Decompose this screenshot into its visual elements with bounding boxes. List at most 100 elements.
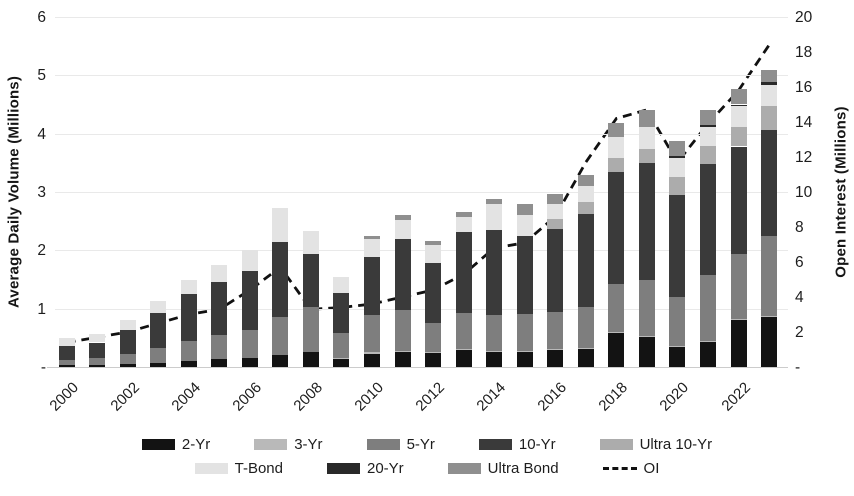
bar-segment-ultra-10-yr [669, 176, 686, 195]
bar-segment-10-yr [577, 213, 594, 307]
legend-color-swatch [254, 439, 288, 450]
legend-color-swatch [141, 439, 175, 450]
left-axis-tick-label: 2 [37, 242, 46, 260]
bar-segment-t-bond [394, 220, 411, 240]
bar-segment-3-yr [486, 350, 503, 352]
legend-color-swatch [194, 463, 228, 474]
bar-segment-2-yr [211, 359, 228, 367]
bar-segment-10-yr [699, 164, 716, 275]
bar-segment-ultra-10-yr [608, 158, 625, 172]
bar-segment-10-yr [89, 342, 106, 359]
bar-segment-20-yr [669, 156, 686, 158]
grid-line [55, 308, 788, 310]
right-axis-title: Open Interest (Millions) [832, 106, 850, 278]
bar-segment-ultra-bond [516, 204, 533, 215]
bar-segment-2-yr [577, 348, 594, 367]
bar-segment-3-yr [699, 340, 716, 342]
bar-segment-10-yr [180, 294, 197, 341]
bar-segment-5-yr [272, 317, 289, 356]
bar-segment-5-yr [425, 323, 442, 352]
bar-segment-10-yr [761, 129, 778, 237]
bar-segment-t-bond [608, 136, 625, 159]
bar-segment-10-yr [211, 282, 228, 335]
bar-segment-10-yr [486, 229, 503, 316]
bar-segment-ultra-bond [394, 214, 411, 220]
bar-segment-ultra-10-yr [638, 148, 655, 164]
right-axis-tick-label: 4 [795, 289, 804, 306]
legend-label: OI [643, 460, 660, 477]
bar-segment-5-yr [364, 315, 381, 353]
x-axis-tick-label: 2016 [534, 379, 571, 415]
bar-segment-2-yr [486, 351, 503, 367]
x-axis-tick-label: 2006 [229, 379, 265, 415]
bar-segment-3-yr [333, 357, 350, 359]
legend-item-3-yr: 3-Yr [254, 436, 323, 453]
bar-segment-5-yr [150, 347, 167, 363]
bar-segment-5-yr [516, 313, 533, 351]
legend-dashed-line-swatch [602, 467, 637, 470]
legend-item-2-yr: 2-Yr [141, 436, 211, 453]
grid-line [55, 250, 788, 252]
left-axis-tick-label: 6 [37, 9, 46, 26]
bar-segment-2-yr [272, 355, 289, 367]
grid-line [55, 75, 788, 77]
legend-label: 2-Yr [181, 436, 211, 453]
legend-row: 2-Yr 3-Yr 5-Yr 10-Yr Ultra 10-Yr [141, 436, 712, 453]
left-axis-tick-label: 3 [37, 184, 46, 201]
left-axis-tick-label: 5 [37, 67, 46, 85]
bar-segment-3-yr [608, 332, 625, 334]
x-axis-tick-label: 2014 [473, 379, 510, 415]
bar-segment-2-yr [425, 353, 442, 367]
x-axis-line [47, 367, 788, 368]
bar-segment-5-yr [608, 283, 625, 332]
legend-item-5-yr: 5-Yr [366, 436, 435, 453]
bar-segment-3-yr [455, 348, 472, 351]
bar-segment-ultra-bond [608, 123, 625, 137]
bar-segment-10-yr [150, 312, 167, 348]
bar-segment-3-yr [425, 351, 442, 353]
bar-segment-10-yr [364, 256, 381, 316]
legend-item-ultra-bond: Ultra Bond [447, 460, 559, 477]
bar-segment-ultra-10-yr [699, 145, 716, 164]
bar-segment-2-yr [730, 320, 747, 367]
bar-segment-5-yr [638, 280, 655, 337]
grid-line [55, 133, 788, 135]
bar-segment-t-bond [730, 106, 747, 127]
bar-segment-10-yr [730, 146, 747, 255]
legend-item-20-yr: 20-Yr [326, 460, 404, 477]
bar-segment-ultra-bond [486, 199, 503, 205]
bar-segment-2-yr [699, 341, 716, 367]
bar-segment-3-yr [577, 347, 594, 349]
bar-segment-2-yr [516, 351, 533, 367]
bar-segment-2-yr [608, 333, 625, 367]
bar-segment-10-yr [119, 330, 136, 354]
bar-segment-t-bond [272, 207, 289, 242]
bar-segment-t-bond [364, 239, 381, 257]
bar-segment-3-yr [394, 350, 411, 352]
bar-segment-t-bond [669, 157, 686, 177]
right-axis-tick-label: 8 [795, 219, 804, 236]
bar-segment-10-yr [272, 241, 289, 318]
bar-segment-t-bond [425, 245, 442, 264]
legend-row: T-Bond 20-Yr Ultra Bond OI [194, 460, 660, 477]
right-axis-tick-label: 18 [795, 44, 813, 61]
open-interest-line [66, 44, 771, 344]
bar-segment-5-yr [241, 330, 258, 359]
bar-segment-10-yr [302, 254, 319, 307]
bar-segment-10-yr [425, 263, 442, 324]
right-axis-tick-label: 20 [795, 9, 813, 26]
bar-segment-t-bond [761, 85, 778, 106]
bar-segment-t-bond [180, 279, 197, 295]
bar-segment-ultra-bond [730, 89, 747, 105]
bar-segment-t-bond [150, 301, 167, 313]
grid-line [55, 192, 788, 193]
bar-segment-t-bond [241, 250, 258, 271]
bar-segment-t-bond [58, 337, 75, 346]
legend-item-ultra-10-yr: Ultra 10-Yr [599, 436, 712, 453]
bar-segment-10-yr [547, 228, 564, 313]
bar-segment-2-yr [241, 358, 258, 367]
bar-segment-ultra-bond [699, 110, 716, 125]
x-axis-tick-label: 2008 [290, 379, 326, 415]
bar-segment-2-yr [89, 365, 106, 367]
